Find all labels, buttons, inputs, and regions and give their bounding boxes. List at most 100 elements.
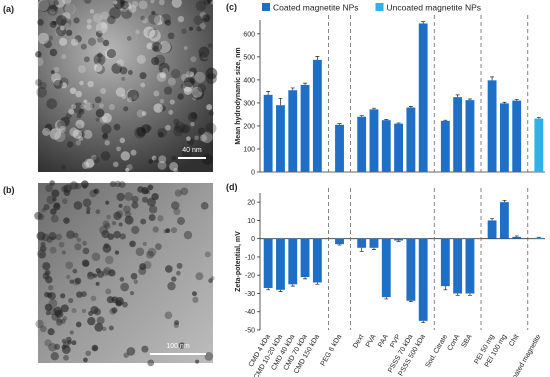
particle [55, 233, 63, 241]
error-bar [266, 287, 271, 291]
particle [42, 262, 51, 271]
particle [60, 116, 70, 127]
particle [126, 97, 133, 103]
particle [45, 270, 50, 276]
particle [155, 243, 162, 250]
y-tick-label: 500 [243, 54, 255, 61]
particle [85, 350, 92, 357]
particle [146, 250, 154, 259]
particle [46, 236, 53, 243]
x-tick-label: Chit [508, 333, 520, 347]
particle [173, 118, 180, 125]
particle [182, 124, 191, 134]
y-tick-label: -40 [245, 309, 255, 316]
particle [69, 127, 79, 137]
particle [92, 13, 103, 23]
particle [138, 0, 148, 10]
particle [129, 291, 135, 296]
particle [37, 249, 47, 259]
particle [115, 87, 126, 97]
particle [190, 121, 195, 127]
particle [94, 322, 104, 332]
particle [46, 195, 56, 205]
particle [151, 10, 156, 15]
particle [47, 4, 59, 16]
particle [108, 325, 114, 331]
particle [159, 72, 166, 79]
particle [83, 0, 92, 4]
particle [54, 130, 66, 143]
particle [64, 3, 76, 15]
particle [35, 79, 43, 86]
particle [102, 326, 107, 332]
particle [198, 46, 210, 58]
particle [74, 183, 82, 190]
particle [75, 321, 82, 328]
particle [51, 236, 56, 241]
particle [80, 103, 86, 110]
particle [57, 120, 66, 129]
particle [49, 48, 58, 57]
particle [95, 268, 101, 274]
particle [146, 42, 154, 50]
particle [85, 158, 95, 168]
particle [180, 187, 189, 196]
particle [192, 87, 205, 100]
particle [113, 230, 121, 239]
particle [48, 292, 56, 300]
particle [207, 43, 213, 48]
particle [139, 72, 147, 80]
particle [180, 83, 186, 89]
bar [276, 238, 285, 290]
particle [74, 243, 82, 251]
particle [86, 206, 91, 211]
particle [202, 153, 213, 165]
particle [81, 161, 90, 169]
error-bar [490, 76, 495, 81]
bar [312, 238, 322, 283]
bar [499, 103, 509, 172]
particle [84, 102, 93, 111]
particle [71, 340, 77, 346]
legend-swatch [262, 3, 270, 11]
particle [78, 135, 84, 142]
particle [201, 131, 213, 144]
particle [94, 96, 102, 104]
particle [92, 273, 98, 278]
particle [89, 9, 95, 14]
particle [73, 201, 83, 210]
particle [167, 281, 176, 291]
particle [136, 54, 146, 64]
particle [208, 278, 213, 284]
particle [111, 296, 119, 304]
particle [170, 201, 180, 210]
particle [76, 291, 83, 298]
particle [64, 22, 70, 29]
particle [44, 123, 53, 132]
particle [87, 271, 94, 278]
error-bar [303, 277, 308, 280]
particle [42, 127, 51, 136]
particle [124, 2, 132, 10]
particle [35, 51, 42, 58]
particle [84, 158, 95, 169]
particle [193, 15, 204, 26]
particle [60, 318, 66, 324]
particle [121, 93, 127, 99]
particle [60, 304, 69, 313]
error-bar [290, 87, 295, 91]
bar [512, 100, 522, 172]
particle [181, 28, 187, 34]
particle [93, 308, 102, 316]
particle [153, 90, 160, 97]
particle [89, 103, 95, 109]
particle [99, 103, 104, 109]
particle [196, 26, 202, 32]
scale-label: 40 nm [182, 147, 202, 154]
bar [369, 238, 379, 248]
particle [119, 0, 126, 5]
particle [170, 68, 181, 79]
particle [86, 18, 92, 24]
particle [123, 205, 131, 214]
particle [199, 22, 206, 30]
